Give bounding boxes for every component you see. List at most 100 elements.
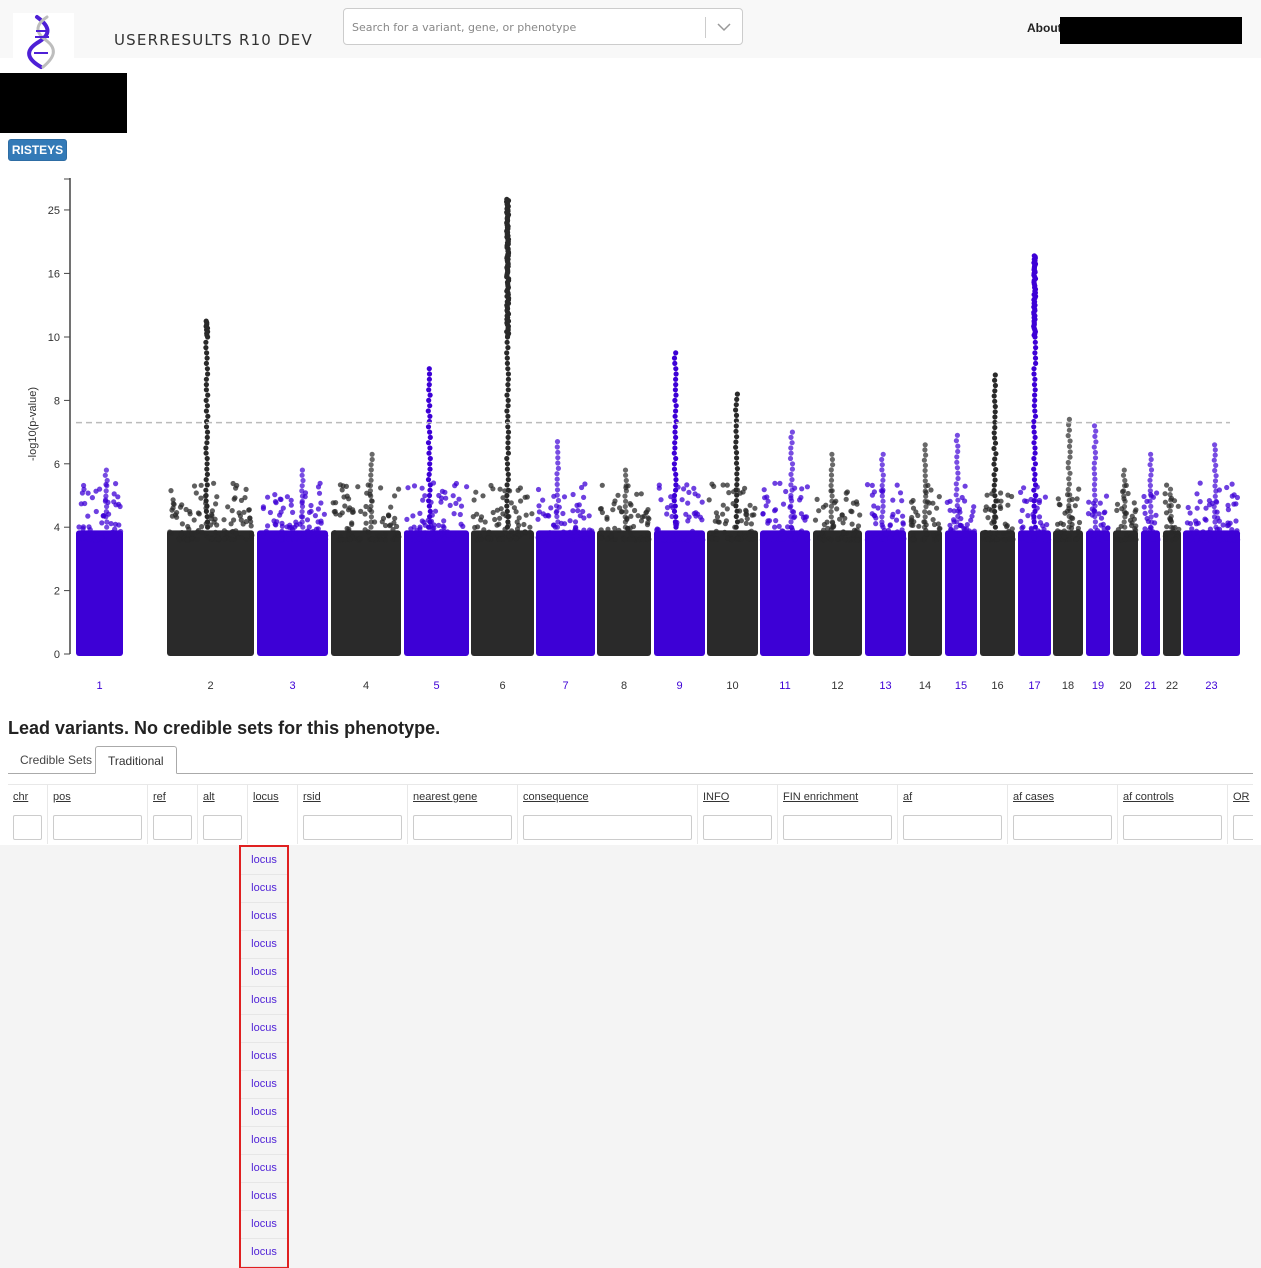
column-header-label[interactable]: consequence (523, 791, 589, 803)
filter-pos[interactable] (53, 815, 142, 840)
dna-logo-icon[interactable] (13, 13, 74, 70)
data-point (511, 505, 517, 511)
data-point (279, 520, 285, 526)
chromosome-label: 17 (1028, 680, 1040, 692)
filter-nearest-gene[interactable] (413, 815, 512, 840)
column-header-label[interactable]: af controls (1123, 791, 1174, 803)
data-point (1141, 493, 1147, 500)
data-point (1025, 513, 1031, 519)
app-title[interactable]: USERRESULTS R10 DEV (114, 31, 313, 49)
data-point (286, 531, 292, 537)
column-header-label[interactable]: rsid (303, 791, 321, 803)
locus-link[interactable]: locus (251, 966, 277, 978)
column-header-label[interactable]: alt (203, 791, 215, 803)
data-point (515, 487, 521, 493)
data-point (214, 522, 220, 528)
locus-link[interactable]: locus (251, 938, 277, 950)
filter-af-cases[interactable] (1013, 815, 1112, 840)
filter-or[interactable] (1233, 815, 1253, 840)
locus-link[interactable]: locus (251, 1050, 277, 1062)
peak-point (1213, 473, 1219, 479)
column-header-label[interactable]: af cases (1013, 791, 1054, 803)
locus-link[interactable]: locus (251, 1134, 277, 1146)
peak-point (1067, 519, 1073, 525)
filter-af[interactable] (903, 815, 1002, 840)
peak-point (1066, 497, 1072, 503)
filter-consequence[interactable] (523, 815, 692, 840)
peak-point (828, 482, 834, 489)
chromosome-label: 7 (562, 680, 568, 692)
data-point (689, 528, 696, 534)
data-point (550, 522, 557, 528)
peak-point (203, 424, 210, 430)
peak-point (953, 481, 959, 487)
chevron-down-icon[interactable] (716, 19, 732, 35)
data-point (362, 511, 368, 517)
data-point (893, 534, 899, 540)
locus-link[interactable]: locus (251, 1162, 277, 1174)
data-point (522, 494, 528, 500)
peak-point (427, 461, 433, 467)
data-point (238, 517, 244, 523)
locus-link[interactable]: locus (251, 994, 277, 1006)
locus-link[interactable]: locus (251, 1106, 277, 1118)
filter-alt[interactable] (203, 815, 242, 840)
search-box[interactable] (343, 8, 743, 45)
column-header-label[interactable]: af (903, 791, 913, 803)
column-header-label[interactable]: ref (153, 791, 166, 803)
data-point (184, 537, 190, 543)
filter-fin-enrichment[interactable] (783, 815, 892, 840)
data-point (239, 535, 245, 541)
locus-link[interactable]: locus (251, 1190, 277, 1202)
column-header-label[interactable]: FIN enrichment (783, 791, 859, 803)
locus-link[interactable]: locus (251, 1246, 277, 1258)
locus-link[interactable]: locus (251, 1078, 277, 1090)
column-header-label[interactable]: nearest gene (413, 791, 478, 803)
data-point (315, 526, 321, 532)
data-point (897, 490, 904, 496)
data-point (1133, 523, 1139, 529)
column-consequence: consequence (518, 785, 698, 844)
locus-link[interactable]: locus (251, 910, 277, 922)
peak-point (425, 440, 432, 446)
data-point (616, 527, 622, 533)
data-point (362, 527, 368, 533)
locus-link[interactable]: locus (251, 854, 277, 866)
filter-chr[interactable] (13, 815, 42, 840)
column-header-label[interactable]: INFO (703, 791, 730, 803)
data-point (291, 537, 298, 543)
column-header-label[interactable]: locus (253, 791, 279, 803)
risteys-button[interactable]: RISTEYS (8, 139, 67, 161)
data-point (246, 507, 252, 513)
filter-rsid[interactable] (303, 815, 402, 840)
tab-credible-sets[interactable]: Credible Sets (20, 753, 93, 767)
data-point (610, 507, 616, 513)
data-point (419, 485, 425, 491)
about-link[interactable]: About (1027, 21, 1062, 35)
data-point (723, 518, 730, 524)
locus-link[interactable]: locus (251, 1218, 277, 1230)
search-input[interactable] (352, 17, 697, 37)
peak-point (880, 472, 886, 478)
data-point (513, 509, 519, 515)
peak-point (426, 387, 432, 393)
data-point (293, 519, 299, 525)
peak-point (299, 472, 305, 478)
filter-af-controls[interactable] (1123, 815, 1222, 840)
peak-point (830, 462, 836, 468)
column-header-label[interactable]: OR (1233, 791, 1250, 803)
peak-point (788, 434, 794, 440)
tab-traditional[interactable]: Traditional (95, 746, 177, 774)
peak-point (991, 482, 997, 488)
column-header-label[interactable]: pos (53, 791, 71, 803)
filter-info[interactable] (703, 815, 772, 840)
peak-point (204, 429, 211, 435)
data-point (916, 523, 922, 529)
peak-point (1121, 509, 1127, 515)
locus-link[interactable]: locus (251, 882, 277, 894)
column-header-label[interactable]: chr (13, 791, 29, 803)
filter-ref[interactable] (153, 815, 192, 840)
data-point (638, 518, 645, 524)
locus-link[interactable]: locus (251, 1022, 277, 1034)
data-point (529, 534, 535, 540)
